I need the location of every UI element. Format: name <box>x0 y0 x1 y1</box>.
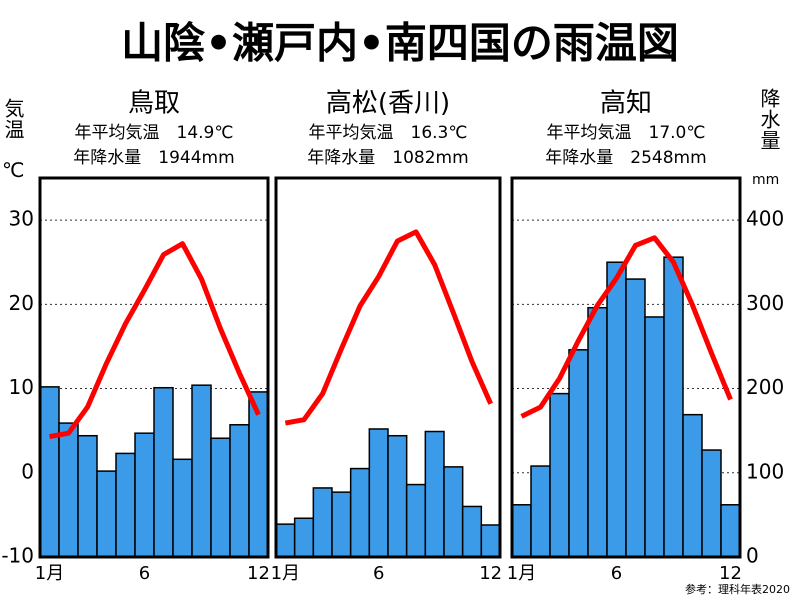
y-tick-label: 30 <box>9 207 34 231</box>
panel-frame <box>510 176 742 559</box>
y2-tick-label: 0 <box>746 544 759 568</box>
panel-title: 鳥取 <box>128 89 180 119</box>
bar <box>682 413 703 558</box>
source: 参考：理科年表2020 <box>685 582 790 596</box>
y-axis-label: 気温 <box>1 98 25 140</box>
bar <box>312 487 333 558</box>
bar <box>229 424 250 558</box>
panel-frame <box>274 176 502 559</box>
bar <box>701 449 722 558</box>
x-tick-label: 1月 <box>507 563 536 584</box>
bar <box>405 483 427 558</box>
panel-subtitle: 年降水量 1944mm <box>73 148 234 168</box>
x-tick-label: 1月 <box>271 563 300 584</box>
bar <box>720 504 741 558</box>
bar <box>587 306 608 558</box>
y2-tick-label: 300 <box>746 291 784 315</box>
temperature-line <box>520 235 733 419</box>
y-tick-label: 0 <box>21 459 34 483</box>
bar <box>511 504 532 558</box>
x-tick-label: 12 <box>719 563 742 584</box>
bar <box>96 470 117 558</box>
bar <box>172 458 193 558</box>
panel-subtitle: 年平均気温 16.3℃ <box>309 123 468 143</box>
panel-title: 高松(香川) <box>326 89 450 119</box>
bar <box>644 316 665 558</box>
y2-axis-label: 降水量 <box>757 88 781 151</box>
y-axis-unit: ℃ <box>2 158 25 182</box>
bar <box>424 430 445 558</box>
panel-title: 高知 <box>600 89 652 119</box>
chart-title: 山陰•瀬戸内•南四国の雨温図 <box>121 19 679 68</box>
bar <box>191 384 212 558</box>
bar <box>625 278 646 558</box>
panel-subtitle: 年降水量 2548mm <box>545 148 706 168</box>
y-tick-label: -10 <box>1 544 34 568</box>
panel-subtitle: 年平均気温 14.9℃ <box>75 123 234 143</box>
y2-tick-label: 400 <box>746 207 784 231</box>
bar <box>461 505 483 558</box>
bar <box>568 349 589 558</box>
bar <box>58 422 79 558</box>
x-tick-label: 6 <box>139 563 150 584</box>
x-tick-label: 6 <box>373 563 384 584</box>
bar <box>606 261 627 558</box>
bar <box>663 256 684 558</box>
y2-axis-unit: mm <box>752 172 780 188</box>
bar <box>115 452 136 558</box>
x-tick-label: 6 <box>611 563 622 584</box>
bar <box>549 392 570 558</box>
bar <box>39 386 60 558</box>
panel-frame <box>38 176 270 559</box>
x-tick-label: 12 <box>247 563 270 584</box>
bar <box>387 434 408 558</box>
bar <box>368 428 389 558</box>
panel-subtitle: 年降水量 1082mm <box>307 148 468 168</box>
x-tick-label: 1月 <box>35 563 64 584</box>
y-tick-label: 20 <box>9 291 34 315</box>
bar <box>248 391 269 558</box>
bar <box>153 386 174 558</box>
y-tick-label: 10 <box>9 375 34 399</box>
bar <box>530 465 551 558</box>
bar <box>210 437 231 558</box>
temperature-line <box>49 241 261 440</box>
bar <box>275 523 296 558</box>
bar <box>349 467 371 558</box>
temperature-line <box>284 229 493 426</box>
y2-tick-label: 100 <box>746 459 784 483</box>
bar <box>443 466 464 558</box>
bar <box>293 517 315 558</box>
bar <box>77 434 98 558</box>
bar <box>134 432 155 558</box>
x-tick-label: 12 <box>479 563 502 584</box>
panel-subtitle: 年平均気温 17.0℃ <box>547 123 706 143</box>
bar <box>480 524 501 558</box>
bar <box>331 491 352 558</box>
y2-tick-label: 200 <box>746 375 784 399</box>
